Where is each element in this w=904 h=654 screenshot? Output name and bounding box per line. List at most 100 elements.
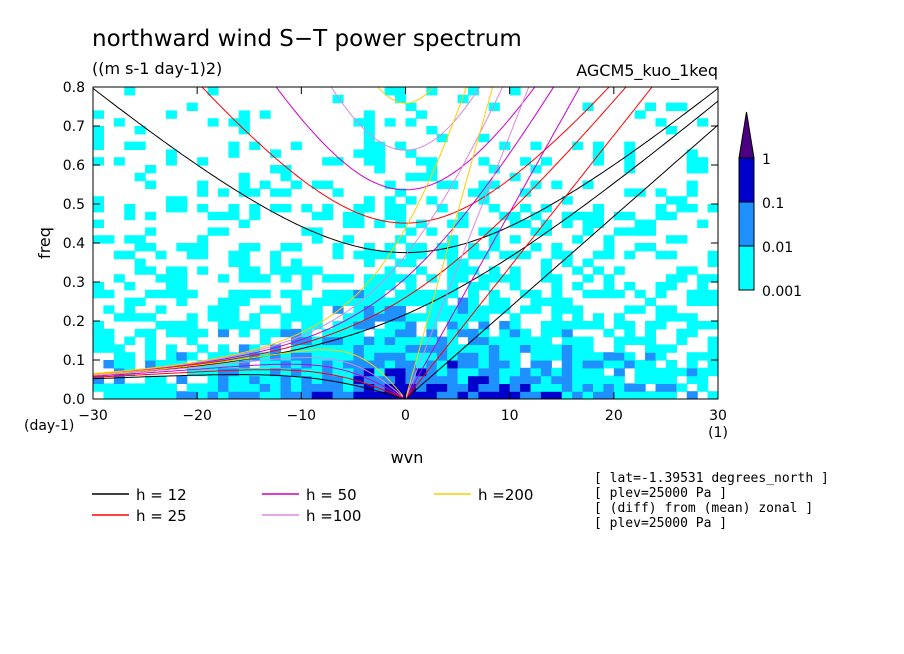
heat-cell	[249, 274, 261, 283]
heat-cell	[249, 313, 261, 322]
heat-cell	[499, 274, 511, 283]
heat-cell	[186, 321, 198, 330]
heat-cell	[603, 360, 615, 369]
heat-cell	[468, 344, 480, 353]
annotation-line: [ lat=-1.39531 degrees_north ]	[594, 471, 829, 486]
heat-cell	[384, 360, 396, 369]
heat-cell	[613, 391, 625, 399]
heat-cell	[509, 321, 521, 330]
heat-cell	[603, 328, 615, 338]
heat-cell	[707, 367, 718, 377]
heat-cell	[499, 321, 511, 330]
heat-cell	[395, 305, 407, 314]
heat-cell	[363, 141, 375, 150]
heat-cell	[509, 235, 521, 244]
heat-cell	[374, 313, 386, 322]
heat-cell	[655, 375, 667, 384]
heat-cell	[228, 321, 240, 330]
heat-cell	[697, 118, 709, 127]
heat-cell	[395, 321, 407, 330]
heat-cell	[93, 383, 105, 392]
heat-cell	[405, 383, 417, 392]
heat-cell	[322, 180, 334, 189]
heat-cell	[395, 352, 407, 361]
heat-cell	[468, 188, 480, 197]
heat-cell	[165, 157, 177, 166]
heat-cell	[186, 289, 198, 299]
heat-cell	[384, 391, 396, 399]
heat-cell	[593, 367, 605, 377]
heat-cell	[343, 321, 355, 330]
heat-cell	[332, 383, 344, 392]
heat-cell	[478, 250, 490, 260]
heat-cell	[363, 250, 375, 260]
heat-cell	[332, 336, 344, 345]
heat-cell	[561, 367, 573, 377]
heat-cell	[593, 157, 605, 166]
x-tick-label: −30	[78, 408, 108, 424]
heat-cell	[530, 360, 542, 369]
heat-cell	[655, 250, 667, 260]
heat-cell	[655, 352, 667, 361]
heat-cell	[228, 204, 240, 213]
heat-cell	[280, 328, 292, 338]
heat-cell	[405, 367, 417, 377]
heat-cell	[530, 211, 542, 221]
heat-cell	[561, 258, 573, 267]
heat-cell	[457, 219, 469, 228]
heat-cell	[655, 321, 667, 330]
heat-cell	[186, 391, 198, 399]
y-tick-label: 0.7	[63, 119, 85, 135]
colorbar-label: 0.001	[762, 284, 802, 300]
heat-cell	[249, 204, 261, 213]
heat-cell	[374, 391, 386, 399]
heat-cell	[322, 157, 334, 166]
kelvin-curve-h200	[405, 87, 494, 399]
heat-cell	[301, 274, 313, 283]
heat-cell	[103, 328, 115, 338]
heat-cell	[176, 289, 188, 299]
heat-cell	[363, 149, 375, 158]
heat-cell	[415, 250, 427, 260]
heat-cell	[228, 375, 240, 384]
heat-cell	[488, 360, 500, 369]
heat-cell	[520, 305, 532, 314]
colorbar-label: 1	[762, 152, 771, 168]
heat-cell	[593, 352, 605, 361]
heat-cell	[655, 313, 667, 322]
heat-cell	[520, 188, 532, 197]
heat-cell	[124, 211, 136, 221]
heat-cell	[645, 344, 657, 353]
heat-cell	[197, 344, 209, 353]
heat-cell	[197, 266, 209, 275]
heat-cell	[572, 336, 584, 345]
heat-cell	[665, 196, 677, 205]
heat-cell	[218, 375, 230, 384]
heat-cell	[478, 328, 490, 338]
heat-cell	[405, 391, 417, 399]
y-tick-label: 0.5	[63, 197, 85, 213]
heat-cell	[457, 391, 469, 399]
heat-cell	[176, 282, 188, 291]
heat-cell	[207, 367, 219, 377]
heat-cell	[124, 235, 136, 244]
rossby-curve-h200	[93, 349, 404, 397]
legend-label: h =100	[306, 507, 361, 525]
heat-cell	[415, 391, 427, 399]
heat-cell	[478, 188, 490, 197]
heat-cell	[593, 204, 605, 213]
heat-cell	[145, 165, 157, 174]
heat-cell	[395, 274, 407, 283]
heat-cell	[561, 250, 573, 260]
heat-cell	[238, 274, 250, 283]
heat-cell	[103, 360, 115, 369]
heat-cell	[634, 219, 646, 228]
heat-cell	[447, 391, 459, 399]
annotation-line: [ (diff) from (mean) zonal ]	[594, 501, 813, 516]
heat-cell	[613, 321, 625, 330]
heat-cell	[468, 383, 480, 392]
heat-cell	[197, 188, 209, 197]
heat-cell	[624, 188, 636, 197]
heat-cell	[165, 391, 177, 399]
heat-cell	[488, 344, 500, 353]
